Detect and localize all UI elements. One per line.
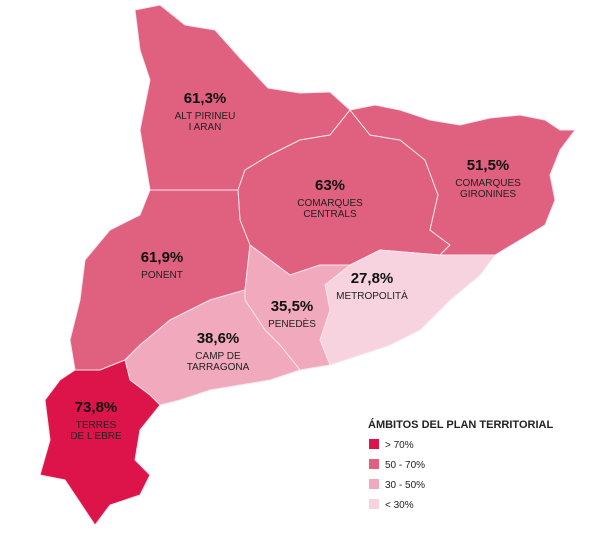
region-name: TERRES (76, 420, 117, 431)
region-name: COMARQUES (455, 178, 521, 189)
region-value: 63% (315, 177, 345, 194)
legend-label: 30 - 50% (385, 480, 425, 491)
region-name: COMARQUES (297, 198, 363, 209)
region-value: 61,3% (184, 90, 227, 107)
region-name: CENTRALS (303, 209, 357, 220)
region-value: 35,5% (271, 298, 314, 315)
region-name: TARRAGONA (187, 362, 250, 373)
region-value: 38,6% (197, 330, 240, 347)
region-value: 27,8% (351, 270, 394, 287)
region-shape (349, 104, 576, 256)
region-name: GIRONINES (460, 189, 516, 200)
region-value: 61,9% (141, 249, 184, 266)
region-name: I ARAN (189, 122, 222, 133)
legend-swatch (369, 499, 379, 509)
legend-title: ÁMBITOS DEL PLAN TERRITORIAL (368, 418, 553, 431)
region-shape (124, 289, 301, 406)
legend-label: 50 - 70% (385, 460, 425, 471)
legend-label: > 70% (385, 440, 414, 451)
legend-swatch (369, 459, 379, 469)
region-shape (39, 359, 161, 526)
legend-swatch (369, 479, 379, 489)
legend-label: < 30% (385, 500, 414, 511)
legend-swatch (369, 439, 379, 449)
region-value: 73,8% (75, 399, 118, 416)
region-name: METROPOLITÀ (336, 289, 408, 302)
region-name: PENEDÈS (268, 317, 316, 330)
region-name: ALT PIRINEU (175, 111, 236, 122)
legend: ÁMBITOS DEL PLAN TERRITORIAL > 70% 50 - 70… (368, 418, 553, 511)
region-name: DE L'EBRE (70, 431, 122, 442)
region-name: PONENT (141, 270, 183, 281)
regions (39, 4, 576, 526)
region-value: 51,5% (467, 157, 510, 174)
region-name: CAMP DE (195, 351, 241, 362)
